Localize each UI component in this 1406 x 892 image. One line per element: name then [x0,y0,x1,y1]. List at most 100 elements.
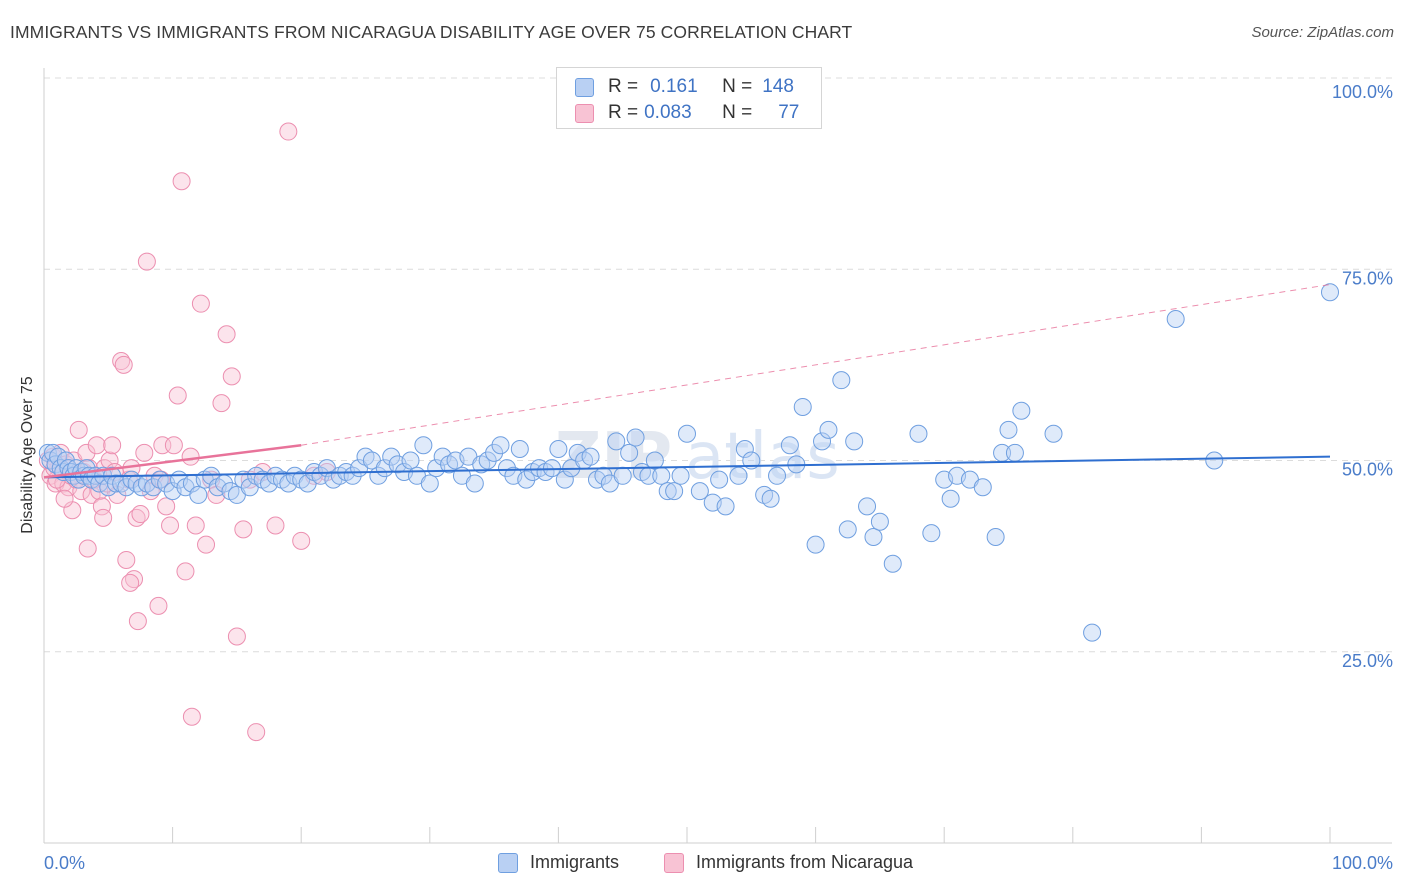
legend-r-value: 0.083 [644,102,692,123]
point-immigrants [465,474,484,493]
x-tick-label: 0.0% [44,853,85,873]
point-nicaragua [279,122,298,141]
legend-r-key: R = [608,102,639,123]
point-immigrants [716,497,735,516]
point-nicaragua [191,294,210,313]
point-nicaragua [69,420,88,439]
point-nicaragua [103,436,122,455]
point-immigrants [883,554,902,573]
legend-label-immigrants: Immigrants [530,852,620,872]
legend-row-nicaragua: R = 0.083 N = 77 [575,100,799,126]
point-immigrants [870,512,889,531]
point-immigrants [549,440,568,459]
point-nicaragua [181,447,200,466]
point-immigrants [735,440,754,459]
series-nicaragua-points [38,122,336,742]
point-immigrants [858,497,877,516]
watermark-zip: ZIP [555,420,672,494]
point-immigrants [517,470,536,489]
legend-r-key: R = [608,76,639,97]
point-nicaragua [266,516,285,535]
y-tick-label: 75.0% [1342,268,1393,288]
point-immigrants [832,371,851,390]
point-immigrants [845,432,864,451]
point-immigrants [941,489,960,508]
point-immigrants [1321,283,1339,302]
point-immigrants [742,451,761,470]
point-immigrants [729,466,748,485]
point-immigrants [107,474,126,493]
point-immigrants [658,482,677,501]
point-immigrants [999,420,1018,439]
y-tick-label: 100.0% [1332,82,1393,102]
point-nicaragua [161,516,180,535]
point-immigrants [813,432,832,451]
series-legend: Immigrants Immigrants from Nicaragua [0,852,1406,878]
point-nicaragua [137,252,156,271]
point-nicaragua [222,367,241,386]
point-nicaragua [182,707,201,726]
point-nicaragua [121,573,140,592]
point-nicaragua [131,505,150,524]
point-immigrants [1205,451,1224,470]
point-immigrants [973,478,992,497]
point-immigrants [613,466,632,485]
point-immigrants [645,451,664,470]
trend-nicaragua [43,443,302,479]
x-tick-label: 100.0% [1332,853,1393,873]
legend-swatch-blue [498,852,518,873]
point-nicaragua [186,516,205,535]
point-nicaragua [55,489,74,508]
point-nicaragua [78,539,97,558]
point-nicaragua [87,436,106,455]
chart-source: Source: ZipAtlas.com [1251,24,1394,41]
point-nicaragua [217,325,236,344]
point-immigrants [626,428,645,447]
correlation-legend: R = 0.161 N = 148 R = 0.083 N = 77 [556,67,822,129]
point-immigrants [710,470,729,489]
point-immigrants [922,524,941,543]
point-nicaragua [168,386,187,405]
point-nicaragua [114,355,133,374]
point-immigrants [401,451,420,470]
point-immigrants [768,466,787,485]
chart-title: IMMIGRANTS VS IMMIGRANTS FROM NICARAGUA … [10,22,853,42]
legend-swatch-pink [575,103,594,123]
point-immigrants [761,489,780,508]
point-nicaragua [149,596,168,615]
point-immigrants [382,447,401,466]
point-immigrants [1083,623,1102,642]
point-immigrants [780,436,799,455]
y-tick-label: 50.0% [1342,460,1393,480]
point-immigrants [690,482,709,501]
point-immigrants [414,436,433,455]
legend-r-value: 0.161 [650,76,698,97]
point-nicaragua [117,550,136,569]
point-immigrants [819,420,838,439]
point-nicaragua [292,531,311,550]
point-immigrants [671,466,690,485]
point-immigrants [909,424,928,443]
point-immigrants [555,470,574,489]
point-immigrants [420,474,439,493]
point-immigrants [678,424,696,443]
point-immigrants [793,397,812,416]
legend-item-nicaragua: Immigrants from Nicaragua [664,852,913,873]
point-immigrants [1005,443,1024,462]
point-nicaragua [94,508,113,527]
point-immigrants [1166,309,1185,328]
point-immigrants [594,466,613,485]
legend-swatch-pink [664,852,684,873]
trend-lines [43,284,1331,479]
point-immigrants [497,459,516,478]
point-immigrants [620,443,639,462]
point-nicaragua [164,436,183,455]
point-immigrants [607,432,626,451]
point-nicaragua [172,172,191,191]
watermark-atlas: atlas [685,420,840,494]
trend-nicaragua-extension [301,284,1331,446]
point-nicaragua [108,485,127,504]
point-immigrants [838,520,857,539]
legend-item-immigrants: Immigrants [498,852,619,873]
